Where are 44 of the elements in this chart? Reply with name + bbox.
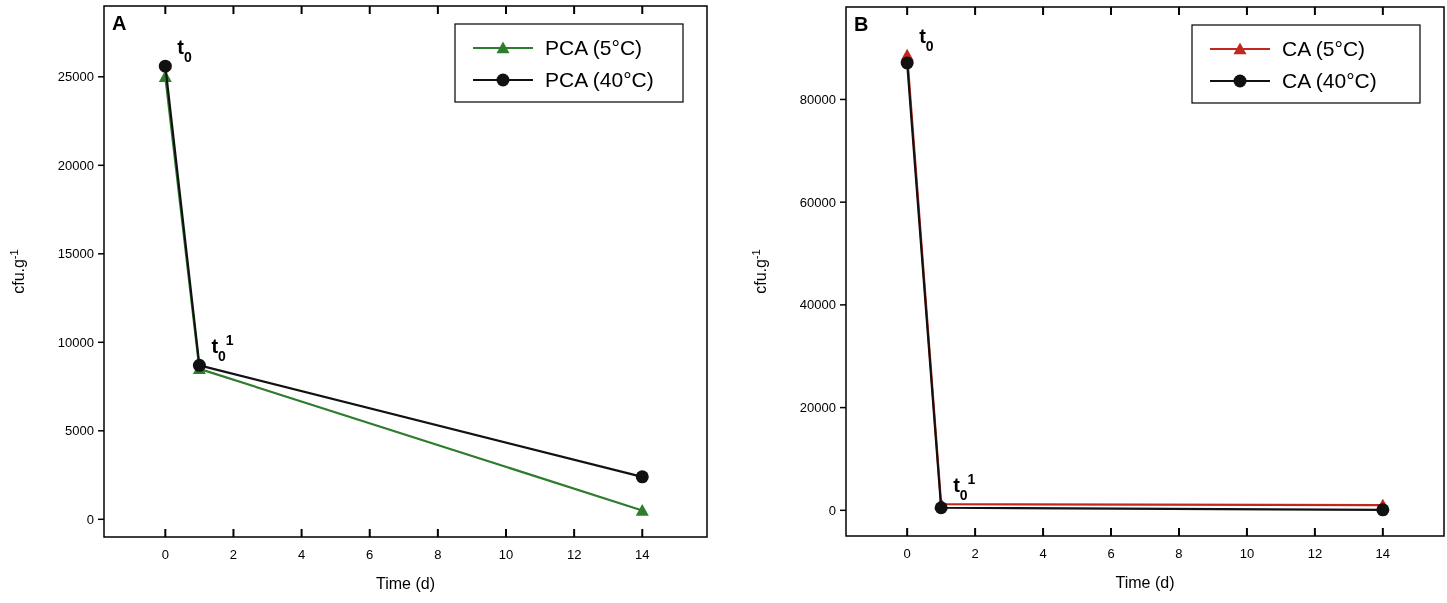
chart-title: B <box>854 13 869 35</box>
y-tick-label: 10000 <box>57 334 94 350</box>
x-tick-label: 4 <box>297 547 306 562</box>
x-tick-label: 2 <box>971 546 979 561</box>
annotation: t$_{0}$ <box>177 36 192 66</box>
point <box>900 56 914 70</box>
point <box>934 501 948 515</box>
annotation: t$_{0}$ <box>919 25 934 55</box>
y-tick-label: 0 <box>828 502 836 518</box>
y-tick-label: 60000 <box>799 194 836 210</box>
y-tick-label: 25000 <box>57 69 94 85</box>
chart-title: A <box>112 12 127 34</box>
x-tick-label: 6 <box>1107 546 1115 561</box>
x-tick-label: 8 <box>434 547 442 562</box>
y-tick-label: 5000 <box>65 423 94 439</box>
point <box>635 470 649 484</box>
y-tick-label: 40000 <box>799 297 836 313</box>
x-tick-label: 0 <box>903 546 911 561</box>
y-tick-label: 20000 <box>799 400 836 416</box>
y-tick-label: 0 <box>86 511 94 527</box>
x-tick-label: 10 <box>498 547 514 562</box>
x-tick-label: 4 <box>1039 546 1047 561</box>
x-tick-label: 8 <box>1175 546 1183 561</box>
y-tick-label: 20000 <box>57 157 94 173</box>
x-tick-label: 12 <box>1307 546 1323 561</box>
x-tick-label: 12 <box>566 547 582 562</box>
x-tick-label: 14 <box>635 547 650 562</box>
x-tick-label: 10 <box>1239 546 1255 561</box>
legend-label: CA (5°C) <box>1282 37 1366 61</box>
legend-label: PCA (5°C) <box>545 36 643 60</box>
x-axis-title: Time (d) <box>376 575 435 592</box>
point <box>1376 503 1390 517</box>
x-tick-label: 6 <box>366 547 374 562</box>
legend-label: PCA (40°C) <box>545 68 654 92</box>
x-tick-label: 14 <box>1375 546 1391 561</box>
y-tick-label: 15000 <box>57 246 94 262</box>
x-tick-label: 0 <box>161 547 169 562</box>
y-tick-label: 80000 <box>799 92 836 107</box>
x-axis-title: Time (d) <box>1115 574 1175 591</box>
point <box>635 503 649 516</box>
x-tick-label: 2 <box>229 547 238 562</box>
point <box>158 59 172 73</box>
legend-label: CA (40°C) <box>1282 69 1377 93</box>
point <box>192 358 206 372</box>
